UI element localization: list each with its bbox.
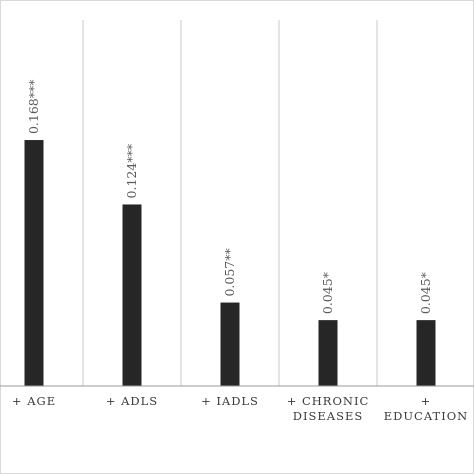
value-label-5: 0.045* xyxy=(418,271,433,314)
x-tick-label-4-line-2: DISEASES xyxy=(293,409,364,423)
bar-1 xyxy=(24,140,44,386)
value-label-4: 0.045* xyxy=(320,271,335,314)
x-tick-label-1: + AGE xyxy=(12,394,56,408)
x-tick-label-4-line-1: + CHRONIC xyxy=(287,394,370,408)
bar-5 xyxy=(416,320,436,386)
gridlines xyxy=(82,20,378,386)
bars-group xyxy=(24,140,436,386)
bar-2 xyxy=(122,204,142,386)
x-tick-label-5-line-2: EDUCATION xyxy=(384,409,469,423)
value-label-2: 0.124*** xyxy=(124,143,139,198)
bar-3 xyxy=(220,302,240,386)
x-tick-label-3: + IADLS xyxy=(201,394,259,408)
value-label-1: 0.168*** xyxy=(26,79,41,134)
value-labels-group: 0.168*** 0.124*** 0.057** 0.045* 0.045* xyxy=(26,79,433,314)
x-tick-label-2: + ADLS xyxy=(106,394,158,408)
x-tick-label-5-line-1: + xyxy=(421,394,432,408)
bar-4 xyxy=(318,320,338,386)
value-label-3: 0.057** xyxy=(222,248,237,297)
